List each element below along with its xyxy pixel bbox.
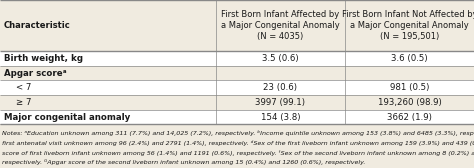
Text: Characteristic: Characteristic — [4, 21, 71, 30]
Text: 3.5 (0.6): 3.5 (0.6) — [262, 54, 299, 63]
Text: < 7: < 7 — [16, 83, 31, 92]
Text: 3.6 (0.5): 3.6 (0.5) — [391, 54, 428, 63]
Bar — [0, 110, 474, 124]
Text: 981 (0.5): 981 (0.5) — [390, 83, 429, 92]
Text: First Born Infant Not Affected by
a Major Congenital Anomaly
(N = 195,501): First Born Infant Not Affected by a Majo… — [342, 10, 474, 41]
Text: Notes: ᵃEducation unknown among 311 (7.7%) and 14,025 (7.2%), respectively. ᵇInc: Notes: ᵃEducation unknown among 311 (7.7… — [2, 130, 474, 136]
Bar — [0, 124, 474, 168]
Bar — [0, 66, 474, 80]
Bar — [0, 80, 474, 95]
Text: 3997 (99.1): 3997 (99.1) — [255, 98, 305, 107]
Text: ≥ 7: ≥ 7 — [16, 98, 31, 107]
Text: 3662 (1.9): 3662 (1.9) — [387, 113, 432, 121]
Text: First Born Infant Affected by
a Major Congenital Anomaly
(N = 4035): First Born Infant Affected by a Major Co… — [221, 10, 340, 41]
Text: Birth weight, kg: Birth weight, kg — [4, 54, 83, 63]
Bar — [0, 0, 474, 51]
Text: Apgar scoreᵃ: Apgar scoreᵃ — [4, 69, 66, 78]
Text: 23 (0.6): 23 (0.6) — [264, 83, 297, 92]
Text: 154 (3.8): 154 (3.8) — [261, 113, 300, 121]
Text: first antenatal visit unknown among 96 (2.4%) and 2791 (1.4%), respectively. ᵈSe: first antenatal visit unknown among 96 (… — [2, 140, 474, 146]
Text: score of first liveborn infant unknown among 56 (1.4%) and 1191 (0.6%), respecti: score of first liveborn infant unknown a… — [2, 150, 474, 156]
Bar — [0, 95, 474, 110]
Text: 193,260 (98.9): 193,260 (98.9) — [378, 98, 441, 107]
Text: Major congenital anomaly: Major congenital anomaly — [4, 113, 130, 121]
Text: respectively. ᴳApgar score of the second liveborn infant unknown among 15 (0.4%): respectively. ᴳApgar score of the second… — [2, 159, 365, 165]
Bar — [0, 51, 474, 66]
